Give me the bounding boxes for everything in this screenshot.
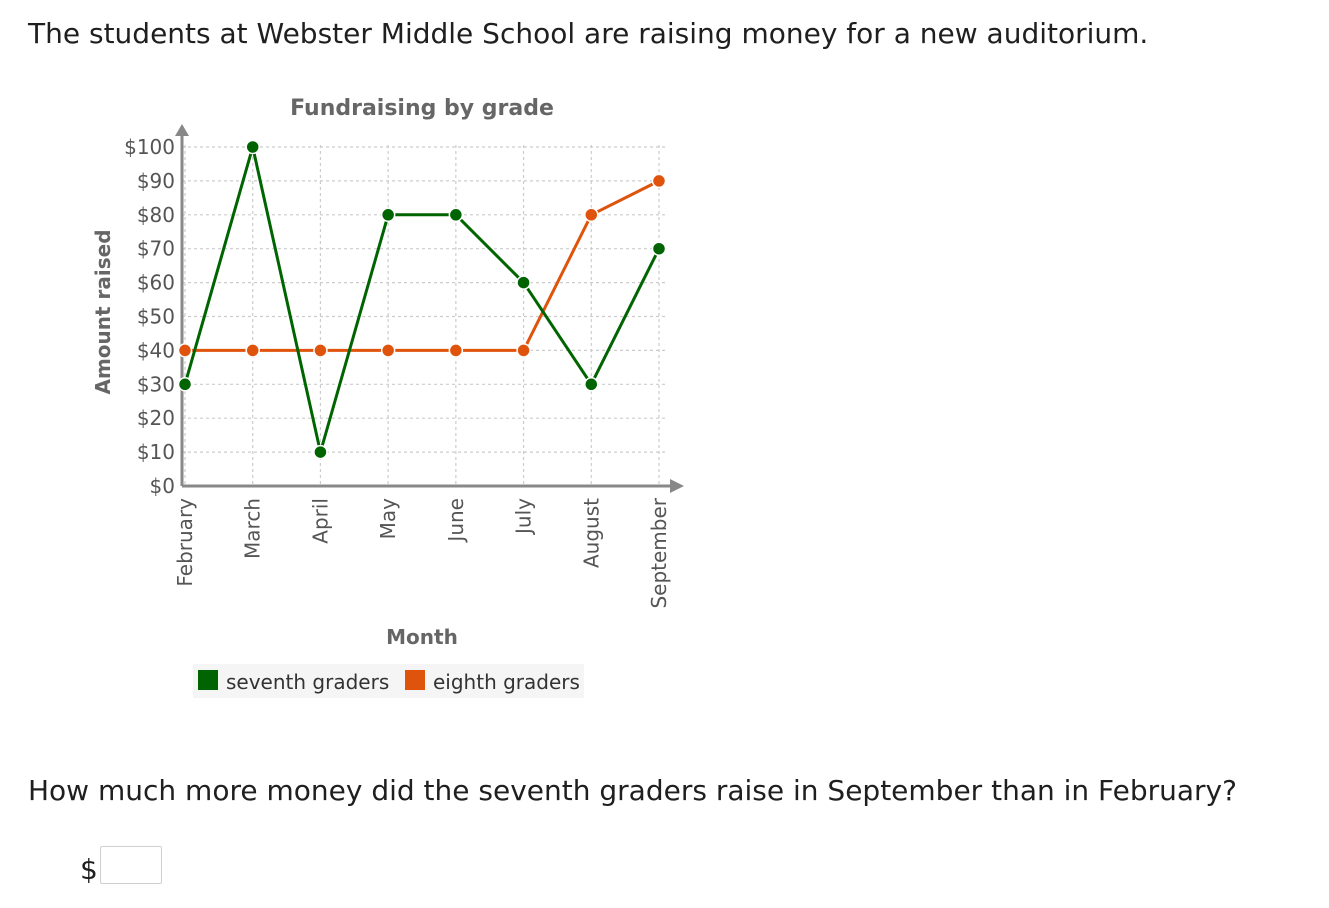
x-axis-label: Month: [386, 625, 458, 649]
data-point-eighth-graders: [448, 343, 464, 358]
y-tick-label: $70: [137, 237, 175, 261]
x-tick-label: May: [376, 498, 400, 540]
y-tick-label: $10: [137, 440, 175, 464]
legend-swatch: [405, 670, 425, 690]
y-tick-label: $50: [137, 305, 175, 329]
legend: [193, 664, 584, 698]
data-point-seventh-graders: [245, 139, 260, 155]
y-tick-label: $30: [137, 372, 175, 396]
data-point-eighth-graders: [245, 343, 260, 358]
data-point-eighth-graders: [584, 207, 599, 223]
x-tick-label: August: [579, 498, 603, 568]
legend-label: seventh graders: [226, 670, 389, 694]
y-axis-label: Amount raised: [91, 229, 115, 394]
y-axis-arrow: [175, 124, 189, 136]
answer-currency-label: $: [80, 853, 98, 886]
x-tick-label: March: [241, 498, 265, 559]
y-tick-label: $100: [124, 135, 175, 159]
problem-intro: The students at Webster Middle School ar…: [28, 17, 1149, 50]
data-point-seventh-graders: [584, 377, 599, 392]
line-chart: Fundraising by grade $0 $10 $20 $30 $40 $50 $60…: [91, 96, 684, 698]
data-point-eighth-graders: [651, 173, 667, 189]
y-tick-label: $60: [137, 271, 175, 295]
x-tick-label: June: [444, 498, 468, 544]
data-point-seventh-graders: [177, 377, 193, 392]
legend-label: eighth graders: [433, 670, 580, 694]
x-tick-label: April: [308, 498, 332, 544]
series-line-seventh-graders: [183, 145, 661, 454]
y-tick-label: $40: [137, 338, 175, 362]
data-point-eighth-graders: [313, 343, 328, 358]
x-tick-label: February: [173, 498, 197, 587]
answer-input[interactable]: [100, 846, 162, 884]
series-line-eighth-graders: [185, 179, 660, 352]
data-point-eighth-graders: [380, 343, 396, 358]
y-tick-label: $0: [150, 474, 175, 498]
data-point-eighth-graders: [516, 343, 531, 358]
y-tick-label: $90: [137, 169, 175, 193]
data-point-eighth-graders: [177, 343, 193, 358]
data-point-seventh-graders: [516, 275, 531, 290]
data-point-seventh-graders: [313, 444, 328, 460]
data-point-seventh-graders: [448, 207, 464, 223]
x-axis-arrow: [670, 479, 684, 493]
x-tick-label: September: [647, 497, 671, 608]
legend-swatch: [198, 670, 218, 690]
question-text: How much more money did the seventh grad…: [28, 774, 1237, 807]
y-tick-label: $80: [137, 203, 175, 227]
data-point-seventh-graders: [380, 207, 396, 223]
y-tick-label: $20: [137, 406, 175, 430]
data-point-seventh-graders: [651, 241, 667, 256]
chart-title: Fundraising by grade: [290, 96, 554, 121]
x-tick-label: July: [512, 498, 536, 536]
